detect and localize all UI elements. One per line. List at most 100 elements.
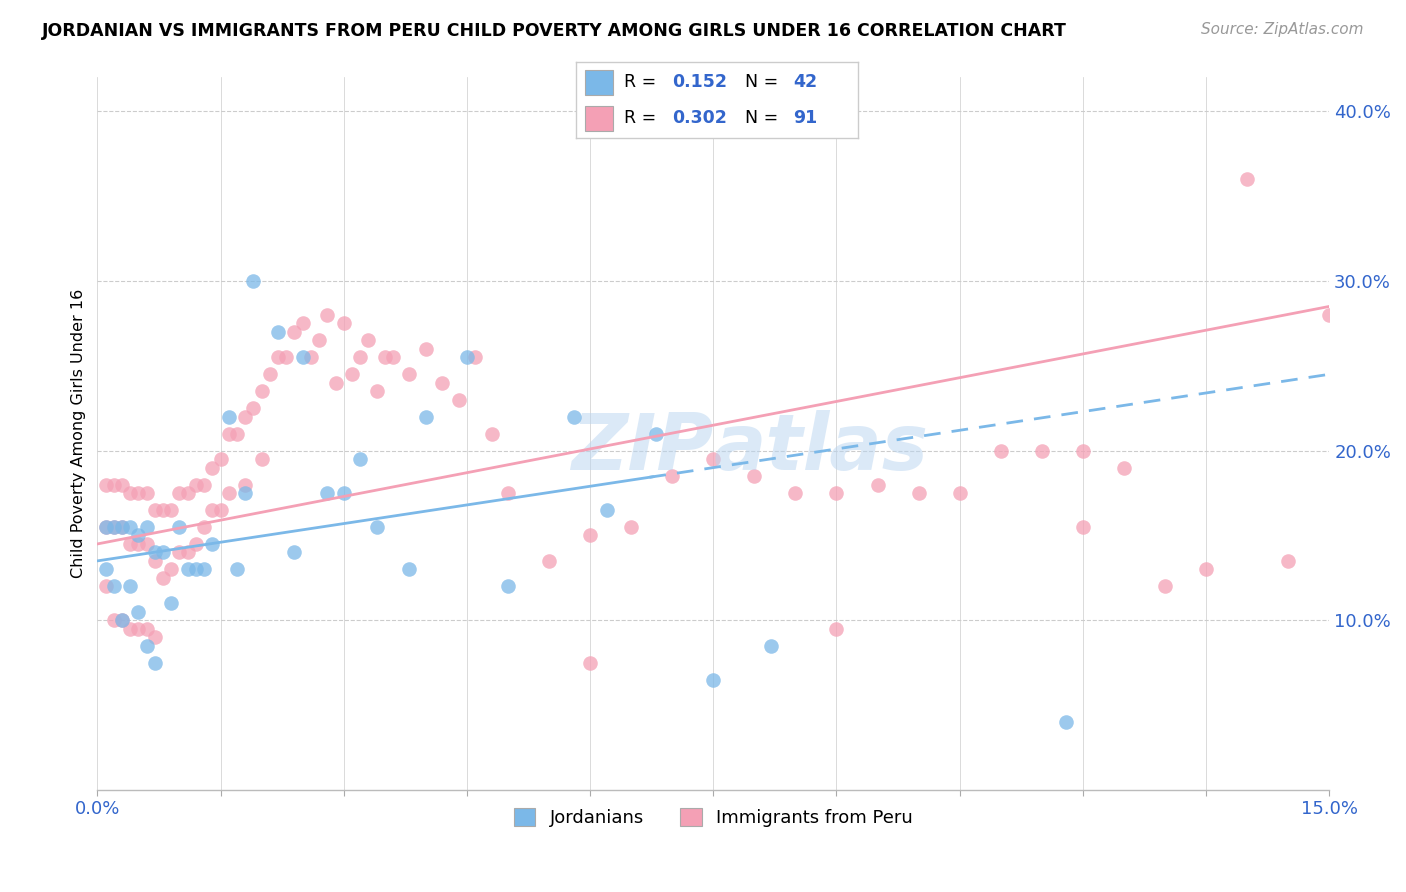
- Point: [990, 443, 1012, 458]
- Point: [169, 545, 191, 559]
- Point: [785, 486, 807, 500]
- Point: [226, 426, 249, 441]
- Point: [538, 554, 561, 568]
- Point: [160, 596, 183, 610]
- Point: [759, 639, 782, 653]
- Y-axis label: Child Poverty Among Girls Under 16: Child Poverty Among Girls Under 16: [72, 289, 86, 578]
- Point: [481, 426, 503, 441]
- Point: [226, 562, 249, 576]
- Point: [332, 486, 354, 500]
- Point: [579, 528, 602, 542]
- Point: [103, 520, 125, 534]
- Point: [1071, 443, 1094, 458]
- Point: [620, 520, 643, 534]
- Point: [209, 503, 232, 517]
- Point: [218, 426, 240, 441]
- FancyBboxPatch shape: [585, 105, 613, 130]
- Point: [456, 351, 478, 365]
- Point: [415, 409, 437, 424]
- Point: [176, 562, 198, 576]
- Point: [111, 613, 134, 627]
- Point: [120, 520, 142, 534]
- Text: N =: N =: [745, 109, 785, 127]
- Point: [299, 351, 322, 365]
- Point: [120, 622, 142, 636]
- FancyBboxPatch shape: [585, 70, 613, 95]
- Point: [702, 673, 724, 687]
- Text: N =: N =: [745, 73, 785, 91]
- Point: [242, 274, 264, 288]
- Legend: Jordanians, Immigrants from Peru: Jordanians, Immigrants from Peru: [506, 800, 920, 834]
- Point: [316, 486, 339, 500]
- Point: [291, 351, 314, 365]
- Point: [398, 562, 420, 576]
- Point: [496, 486, 519, 500]
- Point: [259, 368, 281, 382]
- Point: [94, 562, 117, 576]
- Point: [160, 503, 183, 517]
- Point: [447, 392, 470, 407]
- Point: [152, 503, 174, 517]
- Point: [94, 579, 117, 593]
- Point: [250, 384, 273, 399]
- Text: 91: 91: [793, 109, 817, 127]
- Point: [496, 579, 519, 593]
- Point: [1031, 443, 1053, 458]
- Point: [374, 351, 396, 365]
- Point: [432, 376, 454, 390]
- Point: [250, 452, 273, 467]
- Point: [120, 486, 142, 500]
- Point: [332, 317, 354, 331]
- Point: [357, 334, 380, 348]
- Point: [366, 520, 388, 534]
- Point: [143, 630, 166, 644]
- Point: [120, 579, 142, 593]
- Point: [169, 486, 191, 500]
- Point: [143, 554, 166, 568]
- Point: [233, 409, 256, 424]
- Point: [135, 537, 157, 551]
- Point: [267, 351, 290, 365]
- Point: [233, 486, 256, 500]
- Point: [415, 342, 437, 356]
- Point: [595, 503, 617, 517]
- Point: [135, 486, 157, 500]
- Text: 42: 42: [793, 73, 817, 91]
- Text: ZIP: ZIP: [571, 410, 713, 486]
- Point: [127, 528, 149, 542]
- Point: [193, 562, 215, 576]
- Point: [103, 477, 125, 491]
- Point: [111, 520, 134, 534]
- Point: [103, 520, 125, 534]
- Point: [1317, 308, 1340, 322]
- Point: [1195, 562, 1218, 576]
- Point: [127, 622, 149, 636]
- Point: [169, 520, 191, 534]
- Point: [135, 639, 157, 653]
- Point: [103, 579, 125, 593]
- Point: [176, 545, 198, 559]
- Text: Source: ZipAtlas.com: Source: ZipAtlas.com: [1201, 22, 1364, 37]
- Point: [562, 409, 585, 424]
- Point: [283, 325, 305, 339]
- Point: [825, 622, 848, 636]
- Point: [143, 656, 166, 670]
- Point: [135, 520, 157, 534]
- Point: [1154, 579, 1177, 593]
- Point: [702, 452, 724, 467]
- Point: [349, 351, 371, 365]
- Point: [949, 486, 972, 500]
- Point: [464, 351, 486, 365]
- Text: 0.302: 0.302: [672, 109, 727, 127]
- Point: [316, 308, 339, 322]
- Point: [201, 503, 224, 517]
- Text: JORDANIAN VS IMMIGRANTS FROM PERU CHILD POVERTY AMONG GIRLS UNDER 16 CORRELATION: JORDANIAN VS IMMIGRANTS FROM PERU CHILD …: [42, 22, 1067, 40]
- Point: [152, 571, 174, 585]
- Point: [184, 477, 207, 491]
- Point: [325, 376, 347, 390]
- Point: [366, 384, 388, 399]
- Point: [291, 317, 314, 331]
- Point: [127, 605, 149, 619]
- Point: [308, 334, 330, 348]
- Point: [111, 477, 134, 491]
